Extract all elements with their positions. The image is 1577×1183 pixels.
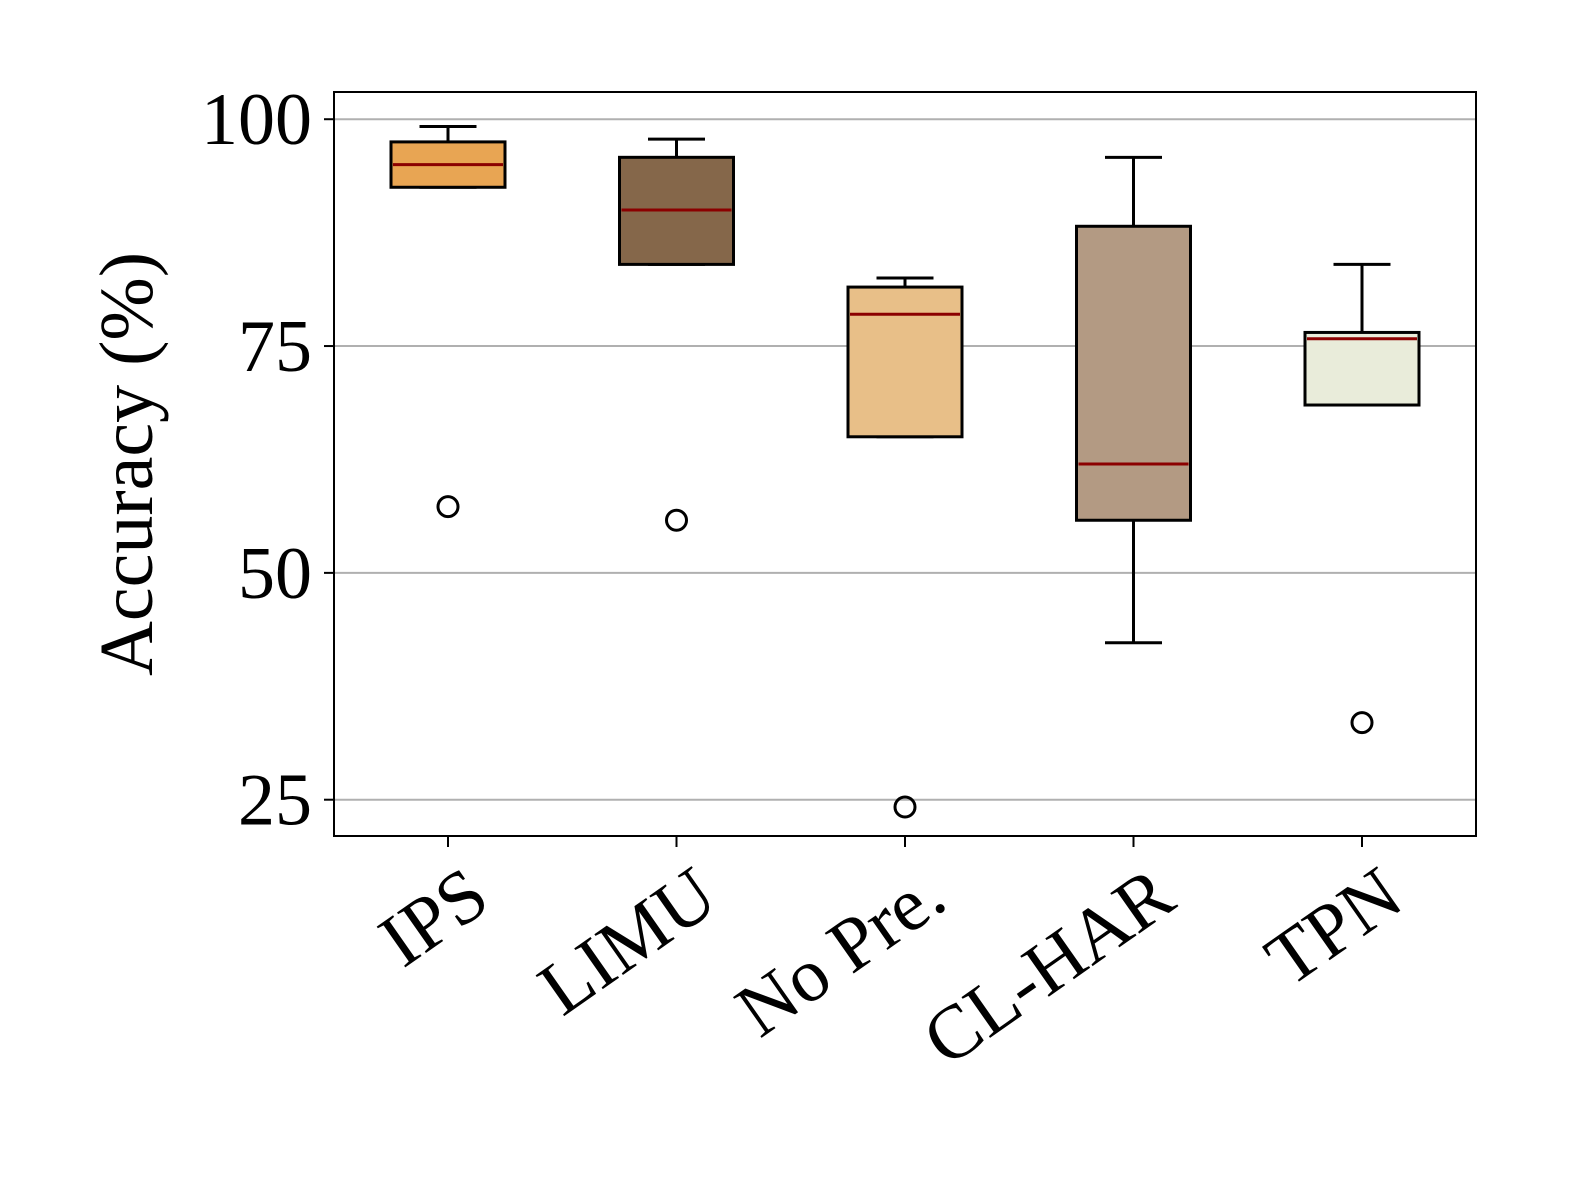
x-tick-label: CL-HAR: [908, 851, 1188, 1082]
outlier-point: [1350, 711, 1374, 735]
box-cl-har: [1075, 224, 1192, 522]
x-tick-label: LIMU: [524, 851, 731, 1031]
y-tick-label: 75: [238, 306, 312, 388]
boxes: [389, 124, 1421, 819]
y-tick-label: 50: [238, 533, 312, 615]
plot-frame: [333, 91, 1477, 837]
y-tick-label: 25: [238, 760, 312, 842]
y-axis-label: Accuracy (%): [85, 252, 169, 676]
outlier-point: [436, 495, 460, 519]
outlier-point: [893, 795, 917, 819]
box-no-pre-: [846, 285, 964, 439]
y-tick-label: 100: [201, 79, 312, 161]
x-tick-label: IPS: [365, 851, 503, 983]
outlier-point: [665, 508, 688, 532]
grid-lines: [334, 118, 1476, 801]
box-tpn: [1303, 330, 1421, 407]
x-tick-label: TPN: [1251, 851, 1417, 1002]
